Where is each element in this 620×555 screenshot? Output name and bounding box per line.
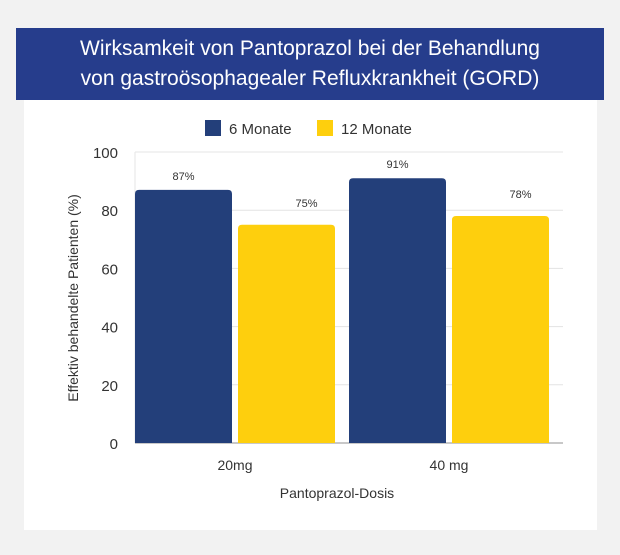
y-tick-label: 20 (101, 378, 118, 395)
y-tick-label: 60 (101, 261, 118, 278)
legend-swatch (317, 120, 333, 136)
data-label: 91% (386, 159, 408, 171)
title-line-2: von gastroösophagealer Refluxkrankheit (… (80, 67, 540, 90)
bar (452, 216, 549, 443)
y-tick-label: 100 (93, 145, 118, 162)
x-axis-label: Pantoprazol-Dosis (280, 485, 394, 501)
y-tick-label: 80 (101, 203, 118, 220)
y-tick-label: 0 (110, 436, 118, 453)
data-label: 87% (172, 171, 194, 183)
y-tick-label: 40 (101, 320, 118, 337)
bar (349, 178, 446, 443)
x-tick-label: 40 mg (430, 457, 469, 473)
x-tick-label: 20mg (217, 457, 252, 473)
legend-swatch (205, 120, 221, 136)
legend-label: 6 Monate (229, 121, 292, 138)
bar (135, 189, 232, 443)
bar (238, 224, 335, 443)
legend-label: 12 Monate (341, 121, 412, 138)
data-label: 75% (295, 198, 317, 210)
title-line-1: Wirksamkeit von Pantoprazol bei der Beha… (80, 37, 540, 60)
data-label: 78% (509, 189, 531, 201)
chart-title: Wirksamkeit von Pantoprazol bei der Beha… (16, 28, 604, 100)
y-axis-label: Effektiv behandelte Patienten (%) (65, 194, 81, 402)
